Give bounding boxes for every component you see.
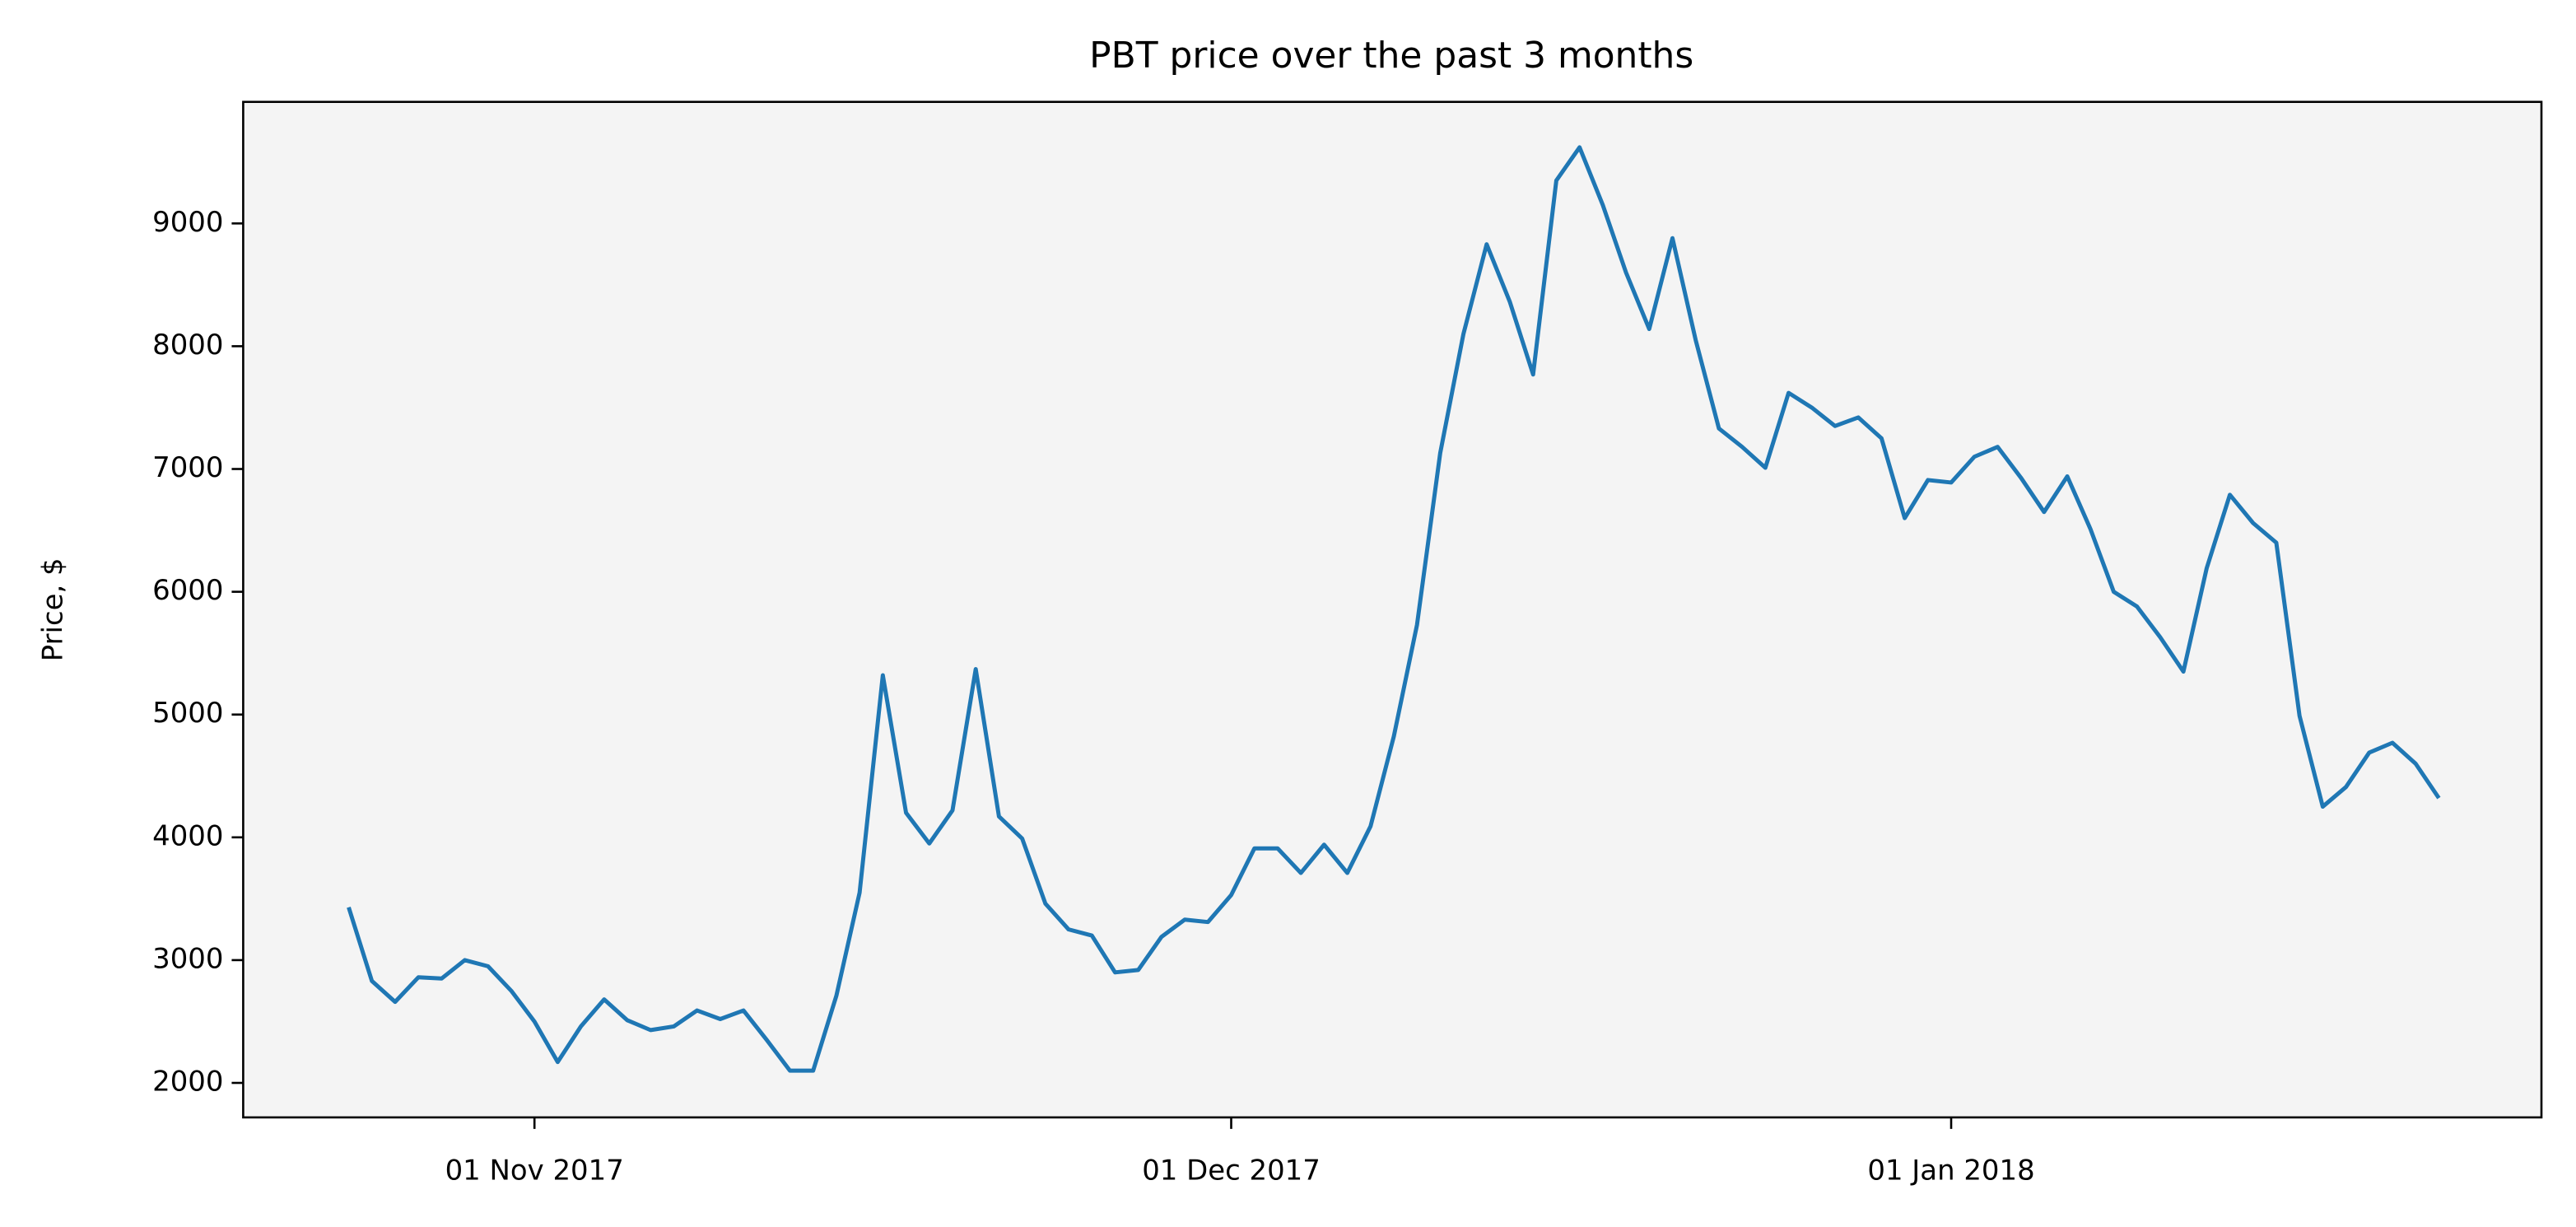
y-tick-label: 3000	[152, 942, 223, 974]
y-tick-label: 2000	[152, 1066, 223, 1098]
y-axis-label: Price, $	[36, 558, 68, 661]
x-tick-label: 01 Dec 2017	[1142, 1154, 1321, 1186]
y-tick-label: 6000	[152, 574, 223, 606]
plot-frame	[242, 100, 2543, 1119]
y-tick-label: 8000	[152, 329, 223, 361]
y-tick-label: 7000	[152, 451, 223, 483]
plot-area	[243, 101, 2542, 1117]
x-tick-label: 01 Nov 2017	[445, 1154, 624, 1186]
y-tick-label: 9000	[152, 206, 223, 238]
price-line	[347, 145, 2441, 1073]
y-tick-label: 4000	[152, 819, 223, 851]
x-tick-label: 01 Jan 2018	[1867, 1154, 2034, 1186]
chart-title: PBT price over the past 3 months	[1089, 35, 1693, 77]
y-tick-label: 5000	[152, 697, 223, 729]
